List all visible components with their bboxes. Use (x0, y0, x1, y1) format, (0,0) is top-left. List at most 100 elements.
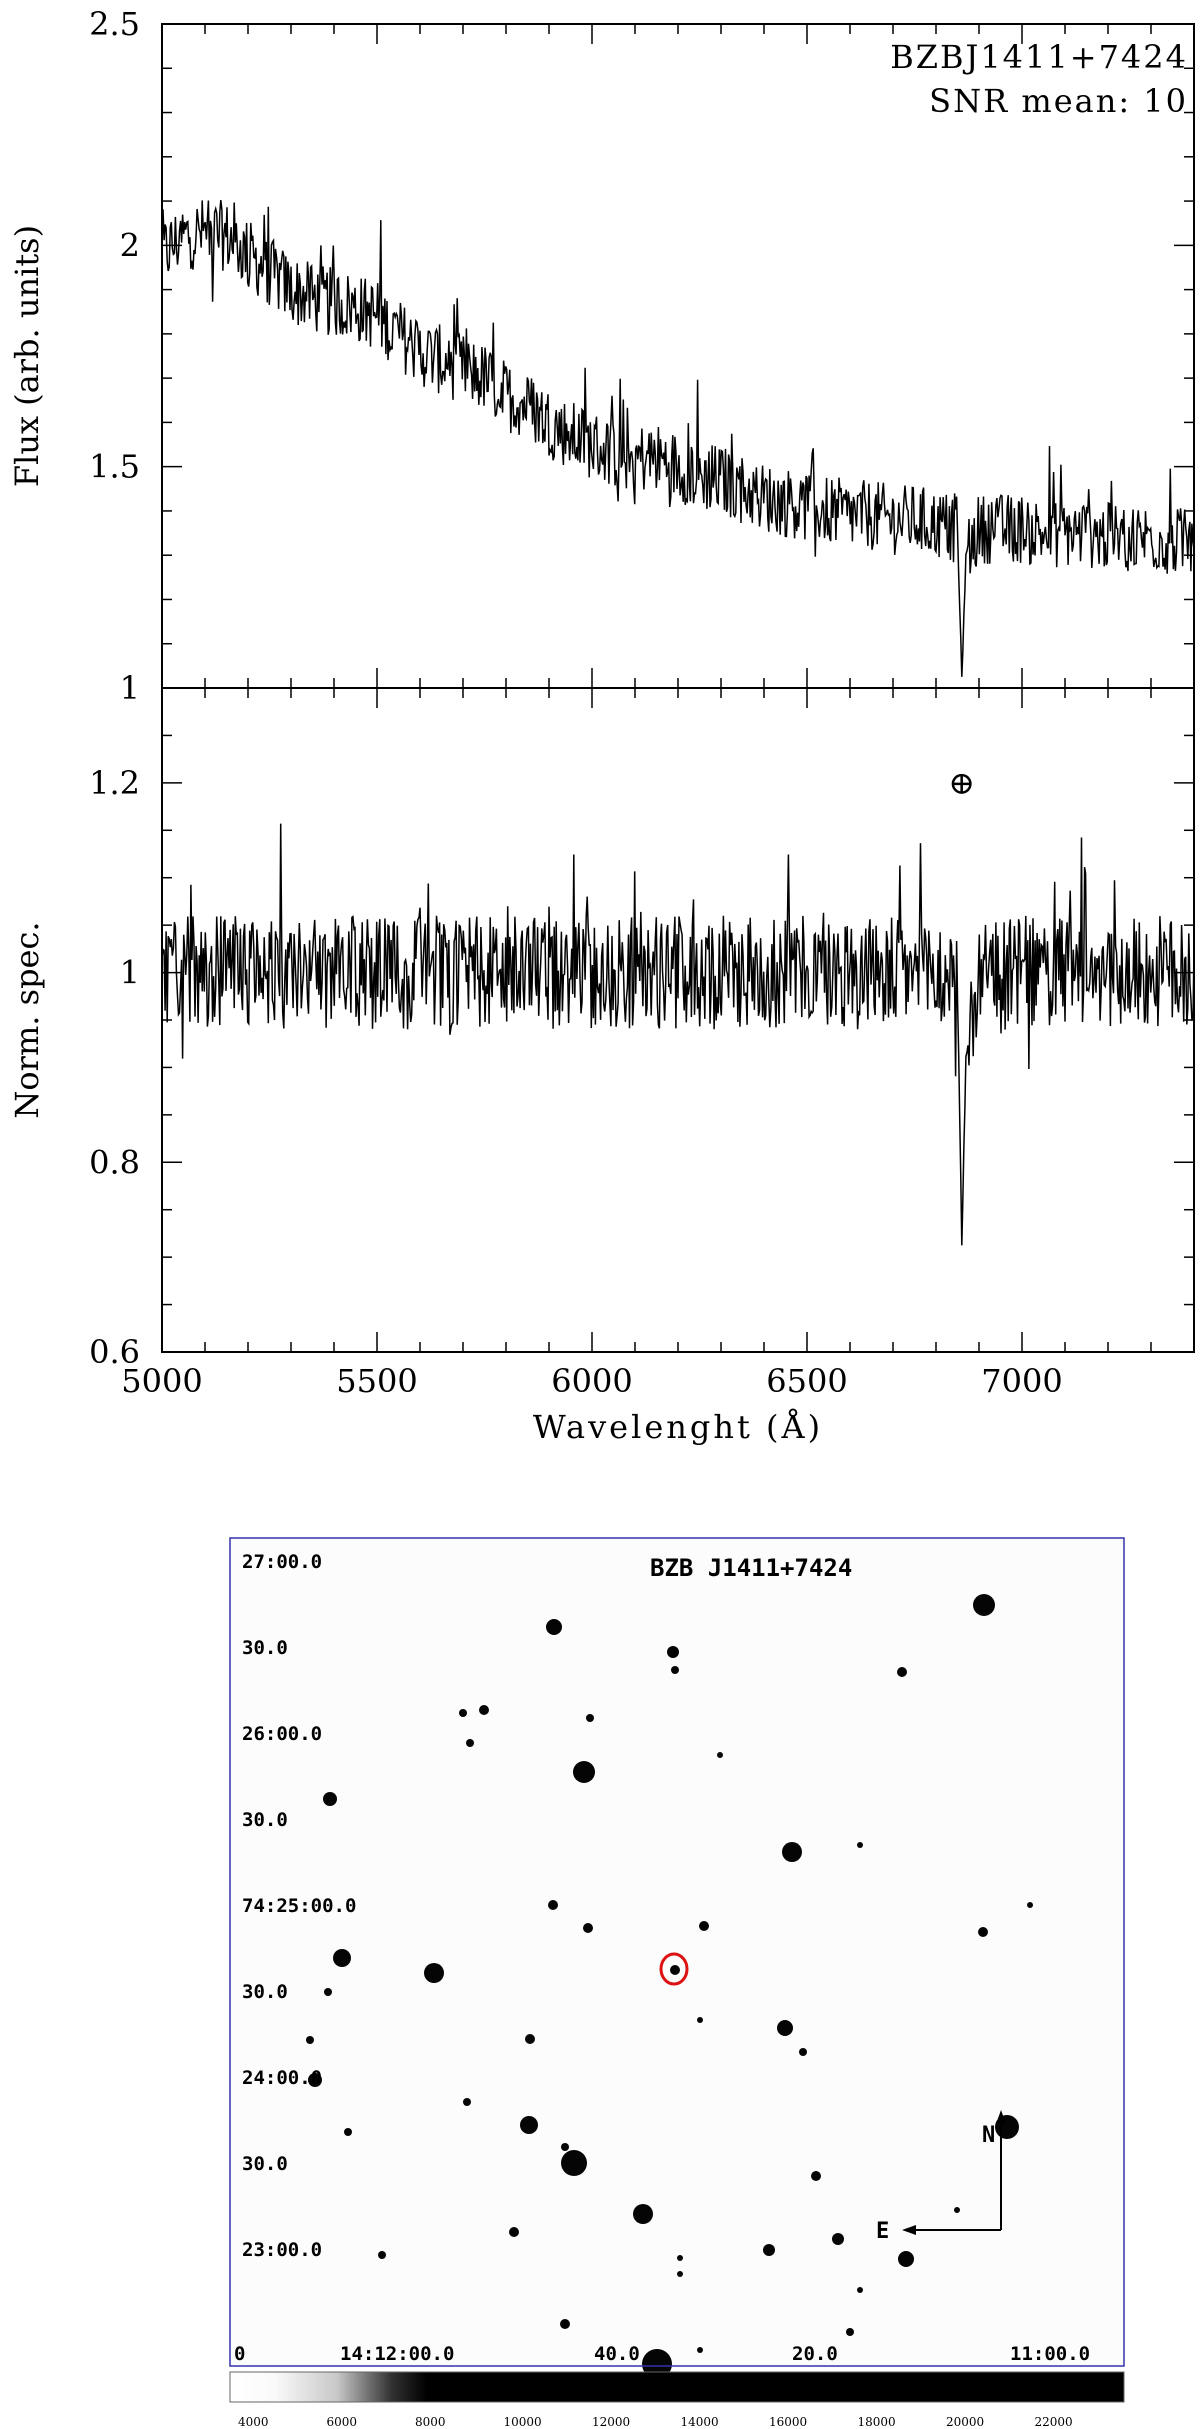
finder-title: BZB J1411+7424 (650, 1554, 852, 1582)
star (799, 2048, 807, 2056)
colorbar-tick: 8000 (415, 2415, 446, 2429)
x-tick-label: 5000 (121, 1362, 202, 1400)
dec-label: 24:00.0 (242, 2067, 322, 2089)
finder-image-area (230, 1538, 1124, 2366)
star (323, 1792, 337, 1806)
dec-label: 23:00.0 (242, 2239, 322, 2261)
colorbar-tick: 22000 (1035, 2415, 1073, 2429)
star (546, 1619, 562, 1635)
top-y-tick-label: 2.5 (89, 5, 140, 43)
colorbar-tick: 20000 (946, 2415, 984, 2429)
colorbar-tick: 16000 (769, 2415, 807, 2429)
star (525, 2034, 535, 2044)
star (717, 1752, 723, 1758)
bottom-y-tick-label: 0.8 (89, 1143, 140, 1181)
colorbar-tick: 6000 (327, 2415, 358, 2429)
compass-north-label: N (982, 2123, 995, 2148)
ra-label: 11:00.0 (1010, 2343, 1090, 2365)
bottom-y-tick-label: 0.6 (89, 1333, 140, 1371)
star (671, 1666, 679, 1674)
x-tick-label: 5500 (336, 1362, 417, 1400)
star (573, 1761, 595, 1783)
x-tick-label: 6500 (766, 1362, 847, 1400)
ra-label: 40.0 (594, 2343, 640, 2365)
ra-axis-labels: 0 14:12:00.0 40.0 20.0 11:00.0 (234, 2343, 1090, 2365)
star (978, 1927, 988, 1937)
top-ylabel: Flux (arb. units) (8, 225, 46, 487)
star (667, 1646, 679, 1658)
star (699, 1921, 709, 1931)
star (561, 2150, 587, 2176)
star (954, 2207, 960, 2213)
star-field (306, 1594, 1033, 2379)
star (832, 2233, 844, 2245)
star (857, 1842, 863, 1848)
compass: N E (876, 2110, 1006, 2244)
bottom-y-tick-label: 1.2 (89, 764, 140, 802)
star (520, 2116, 538, 2134)
bottom-ylabel: Norm. spec. (8, 921, 46, 1118)
star (378, 2251, 386, 2259)
x-axis-label: Wavelenght (Å) (533, 1408, 823, 1446)
star (973, 1594, 995, 1616)
snr-annotation: SNR mean: 10 (929, 82, 1188, 120)
star (777, 2020, 793, 2036)
star (697, 2347, 703, 2353)
star (479, 1705, 489, 1715)
dec-label: 30.0 (242, 1637, 288, 1659)
ra-label: 20.0 (792, 2343, 838, 2365)
normalized-spectrum-line (161, 823, 1195, 1246)
star (509, 2227, 519, 2237)
star (463, 2098, 471, 2106)
star (897, 1667, 907, 1677)
colorbar-tick: 4000 (238, 2415, 269, 2429)
telluric-symbol: ⊕ (948, 764, 975, 802)
finder-chart: BZB J1411+7424 27:00.0 30.0 26:00.0 30.0 74:… (0, 1520, 1200, 2429)
compass-east-label: E (876, 2219, 889, 2244)
star (306, 2036, 314, 2044)
star (583, 1923, 593, 1933)
dec-label: 30.0 (242, 2153, 288, 2175)
x-tick-label: 7000 (981, 1362, 1062, 1400)
colorbar-tick: 18000 (858, 2415, 896, 2429)
star (670, 1965, 680, 1975)
colorbar (229, 2371, 1125, 2403)
star (677, 2271, 683, 2277)
star (324, 1988, 332, 1996)
colorbar-tick: 10000 (504, 2415, 542, 2429)
star (857, 2287, 863, 2293)
dec-axis-labels: 27:00.0 30.0 26:00.0 30.0 74:25:00.0 30.0 24:0… (242, 1551, 356, 2261)
ra-label: 0 (234, 2343, 245, 2365)
target-circle-marker (659, 1952, 689, 1986)
top-panel-ticks: 1 1.5 2 2.5 (89, 5, 1195, 707)
star (333, 1949, 351, 1967)
colorbar-tick-labels: 4000 6000 8000 10000 12000 14000 16000 18000 200… (238, 2415, 1073, 2429)
star (898, 2251, 914, 2267)
star (560, 2319, 570, 2329)
top-y-tick-label: 1.5 (89, 448, 140, 486)
dec-label: 26:00.0 (242, 1723, 322, 1745)
star (846, 2328, 854, 2336)
flux-spectrum-line (161, 200, 1195, 677)
ra-label: 14:12:00.0 (340, 2343, 454, 2365)
colorbar-tick: 12000 (592, 2415, 630, 2429)
star (677, 2255, 683, 2261)
star (308, 2073, 322, 2087)
dec-label: 74:25:00.0 (242, 1895, 356, 1917)
dec-label: 27:00.0 (242, 1551, 322, 1573)
star (424, 1963, 444, 1983)
x-tick-label: 6000 (551, 1362, 632, 1400)
top-panel-title: BZBJ1411+7424 (890, 38, 1188, 76)
star (548, 1900, 558, 1910)
top-y-tick-label: 2 (120, 226, 140, 264)
dec-label: 30.0 (242, 1981, 288, 2003)
star (763, 2244, 775, 2256)
dec-label: 30.0 (242, 1809, 288, 1831)
star (811, 2171, 821, 2181)
top-y-tick-label: 1 (120, 669, 140, 707)
star (459, 1709, 467, 1717)
bottom-panel-ticks: 0.6 0.8 1 1.2 5000 5500 6000 6500 7000 (89, 687, 1195, 1400)
star (344, 2128, 352, 2136)
bottom-y-tick-label: 1 (120, 954, 140, 992)
